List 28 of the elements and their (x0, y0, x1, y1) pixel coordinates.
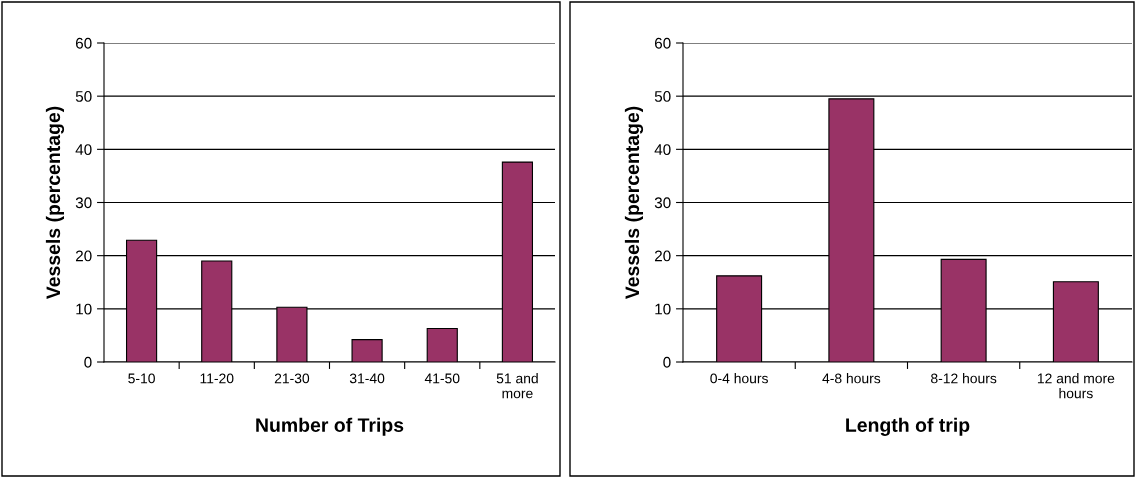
y-tick-label: 10 (76, 303, 92, 315)
y-axis-title: Vessels (percentage) (45, 106, 65, 300)
x-tick-label: 21-30 (274, 373, 310, 384)
y-tick-label: 50 (75, 91, 92, 102)
x-tick-label: 41-50 (424, 373, 460, 384)
y-tick-label: 40 (75, 144, 92, 156)
x-tick-label: 31-40 (349, 373, 385, 384)
x-tick-label: 11-20 (200, 373, 234, 384)
y-tick-label: 10 (655, 303, 671, 315)
y-tick-label: 40 (654, 144, 671, 156)
y-tick-label: 60 (75, 37, 92, 49)
y-tick-label: 0 (84, 356, 92, 368)
y-tick-label: 30 (654, 197, 671, 209)
x-axis-title: Length of trip (846, 417, 970, 436)
y-tick-label: 30 (75, 197, 92, 209)
x-tick-label: 0-4 hours (710, 373, 768, 384)
x-tick-label: 5-10 (128, 373, 155, 384)
y-tick-label: 60 (654, 37, 671, 49)
x-axis-title: Number of Trips (256, 417, 404, 436)
y-tick-label: 20 (75, 250, 92, 262)
y-tick-label: 50 (654, 91, 671, 102)
y-axis-title: Vessels (percentage) (624, 106, 644, 300)
x-tick-label: 51 and more (496, 373, 538, 399)
x-tick-label: 4-8 hours (822, 373, 881, 384)
x-tick-label: 8-12 hours (931, 373, 997, 384)
y-tick-label: 0 (663, 356, 671, 368)
y-tick-label: 20 (654, 250, 671, 262)
x-tick-label: 12 and more hours (1037, 373, 1115, 399)
